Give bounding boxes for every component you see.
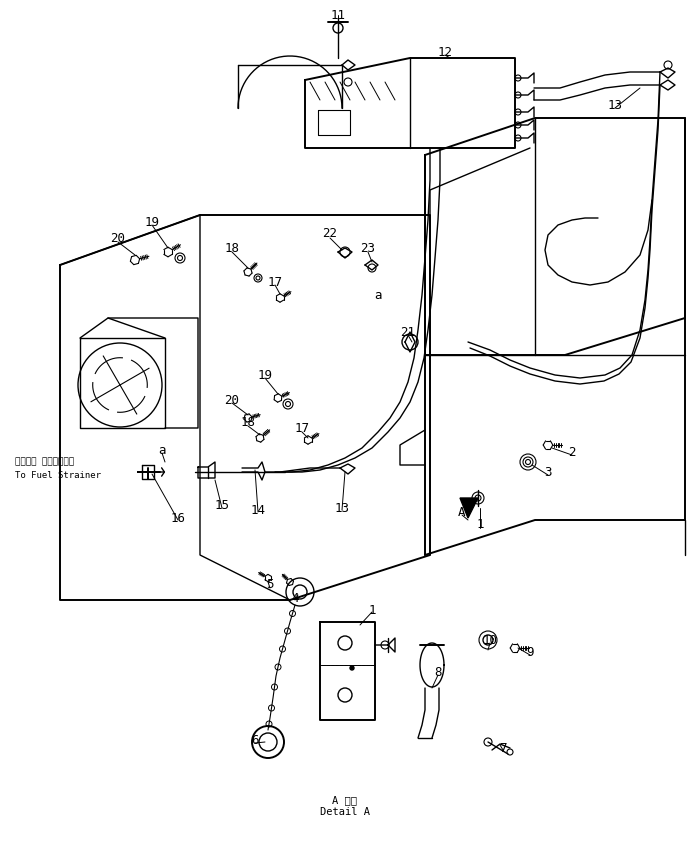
Text: 9: 9 (526, 646, 534, 658)
Circle shape (350, 666, 354, 670)
Text: 20: 20 (110, 231, 126, 245)
Text: To Fuel Strainer: To Fuel Strainer (15, 470, 101, 479)
Text: 16: 16 (170, 511, 186, 524)
Text: 13: 13 (607, 99, 622, 111)
Text: 23: 23 (360, 241, 375, 255)
Text: フェエル ストレーナへ: フェエル ストレーナへ (15, 457, 74, 467)
Text: 2: 2 (569, 446, 575, 458)
Text: 22: 22 (322, 226, 337, 240)
Text: 17: 17 (295, 421, 310, 435)
Polygon shape (460, 498, 478, 518)
Text: a: a (158, 443, 166, 457)
Text: 13: 13 (335, 501, 350, 515)
Text: 21: 21 (400, 326, 415, 338)
Text: 6: 6 (251, 733, 259, 746)
Text: 19: 19 (257, 369, 273, 381)
Text: 4: 4 (291, 592, 299, 604)
Text: 3: 3 (544, 466, 552, 479)
Text: 1: 1 (476, 518, 484, 532)
Text: 20: 20 (224, 393, 239, 407)
Text: 18: 18 (224, 241, 239, 255)
Text: 8: 8 (434, 666, 442, 679)
Text: 19: 19 (144, 215, 159, 229)
Text: 5: 5 (266, 578, 274, 592)
Text: 11: 11 (331, 8, 346, 21)
Text: 10: 10 (482, 634, 497, 647)
Text: Detail A: Detail A (320, 807, 370, 817)
Text: 1: 1 (368, 603, 376, 616)
Text: 17: 17 (268, 275, 282, 289)
Text: 12: 12 (437, 46, 453, 58)
Text: 18: 18 (241, 415, 255, 429)
Text: A 詳細: A 詳細 (333, 795, 357, 805)
Text: A: A (458, 506, 466, 518)
Text: a: a (374, 289, 382, 301)
Text: 14: 14 (250, 504, 266, 517)
Text: 15: 15 (215, 499, 230, 511)
Text: 7: 7 (500, 742, 506, 755)
